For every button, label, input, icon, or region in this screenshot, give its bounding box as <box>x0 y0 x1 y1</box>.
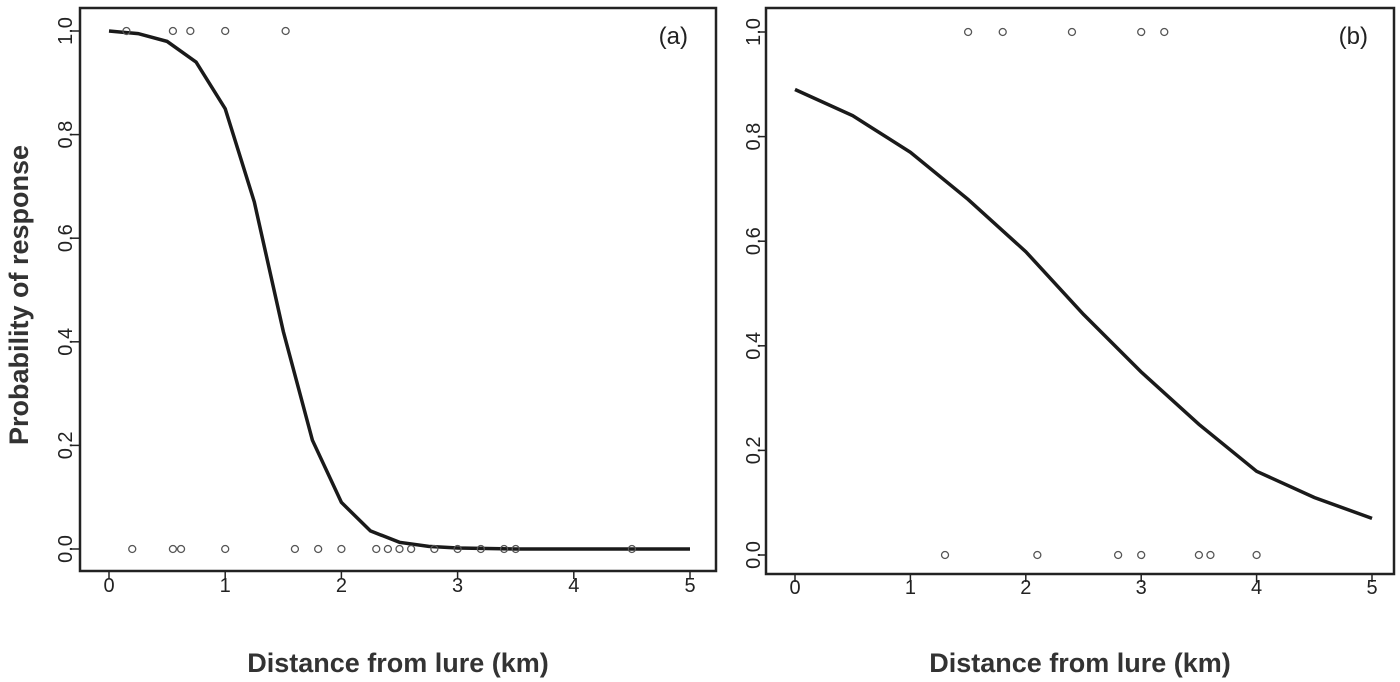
data-point-response-0 <box>1206 550 1215 560</box>
y-tick-label: 1.0 <box>743 18 765 46</box>
x-tick-label: 2 <box>336 575 347 597</box>
panel-label: (b) <box>1339 23 1368 50</box>
data-point-response-0 <box>176 544 186 554</box>
data-point-response-0 <box>314 544 323 554</box>
data-point-response-1 <box>168 26 178 36</box>
y-tick-label: 0.4 <box>743 332 765 360</box>
data-point-response-0 <box>168 544 178 554</box>
y-tick-label: 0.8 <box>743 123 765 151</box>
data-point-response-0 <box>372 544 381 554</box>
y-tick-label: 0.2 <box>55 431 77 459</box>
x-tick-label: 5 <box>1366 577 1377 599</box>
x-axis-title: Distance from lure (km) <box>247 648 549 678</box>
data-point-response-0 <box>430 544 439 554</box>
x-tick-label: 4 <box>568 575 579 597</box>
data-point-response-1 <box>1160 27 1169 37</box>
y-axis-title: Probability of response <box>4 145 34 445</box>
fitted-curve <box>794 87 1373 521</box>
x-tick-label: 0 <box>789 577 800 599</box>
data-point-response-0 <box>337 544 346 554</box>
data-point-response-0 <box>940 550 950 560</box>
data-point-response-0 <box>290 544 300 554</box>
data-point-response-0 <box>128 544 137 554</box>
y-tick-label: 0.6 <box>55 224 77 252</box>
data-point-response-1 <box>122 26 131 36</box>
x-tick-label: 4 <box>1251 577 1262 599</box>
data-point-response-0 <box>511 544 520 554</box>
fitted-curve <box>108 29 690 551</box>
y-tick-label: 0.0 <box>55 535 77 563</box>
data-point-response-1 <box>998 27 1007 37</box>
data-point-response-1 <box>281 26 290 36</box>
data-point-response-0 <box>383 544 393 554</box>
x-tick-label: 5 <box>684 575 695 597</box>
data-point-response-1 <box>1067 27 1077 37</box>
plot-frame <box>78 6 718 573</box>
x-axis-title: Distance from lure (km) <box>929 648 1231 678</box>
data-point-response-0 <box>1113 550 1123 560</box>
y-tick-label: 0.2 <box>743 436 765 464</box>
panel-label: (a) <box>659 23 688 50</box>
data-point-response-0 <box>1252 550 1261 560</box>
y-tick-label: 0.8 <box>55 121 77 149</box>
y-tick-label: 1.0 <box>55 17 77 45</box>
panel-a: 0 1 2 3 4 5 0.0 0.2 0.4 0.6 0.8 1.0 Distance from lu… <box>4 6 718 678</box>
data-point-response-0 <box>395 544 404 554</box>
y-tick-label: 0.4 <box>55 328 77 356</box>
data-point-response-1 <box>186 26 195 36</box>
data-point-response-0 <box>406 544 416 554</box>
panel-b: 0 1 2 3 4 5 0.0 0.2 0.4 0.6 0.8 1.0 Distance from lu… <box>743 6 1396 678</box>
data-point-response-0 <box>1194 550 1204 560</box>
data-point-response-0 <box>1033 550 1042 560</box>
x-tick-label: 2 <box>1020 577 1031 599</box>
y-tick-label: 0.0 <box>743 541 765 569</box>
data-point-response-0 <box>453 544 462 554</box>
data-point-response-0 <box>1137 550 1146 560</box>
y-tick-label: 0.6 <box>743 227 765 255</box>
x-tick-label: 1 <box>220 575 231 597</box>
data-point-response-0 <box>221 544 230 554</box>
x-tick-label: 3 <box>1136 577 1147 599</box>
x-tick-label: 1 <box>905 577 916 599</box>
data-point-response-0 <box>499 544 509 554</box>
x-tick-label: 0 <box>103 575 114 597</box>
data-point-response-0 <box>476 544 485 554</box>
data-point-response-0 <box>627 544 637 554</box>
x-tick-label: 3 <box>452 575 463 597</box>
data-point-response-1 <box>1137 27 1146 37</box>
data-point-response-1 <box>963 27 973 37</box>
data-point-response-1 <box>221 26 230 36</box>
